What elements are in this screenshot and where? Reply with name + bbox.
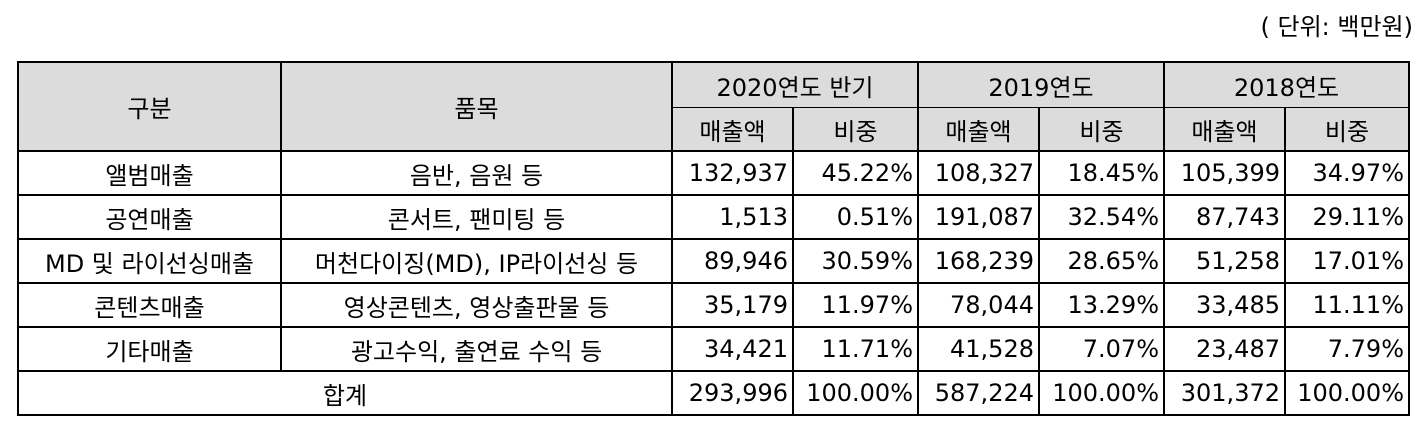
row-category: MD 및 라이선싱매출: [17, 238, 282, 284]
row-item: 영상콘텐츠, 영상출판물 등: [280, 282, 673, 328]
table-row: 콘텐츠매출 영상콘텐츠, 영상출판물 등 35,179 11.97% 78,04…: [17, 282, 1410, 328]
cell-ratio-2020h1: 45.22%: [792, 150, 919, 196]
cell-ratio-2019: 18.45%: [1038, 150, 1165, 196]
header-period-2018: 2018연도: [1163, 61, 1410, 108]
table-row: 공연매출 콘서트, 팬미팅 등 1,513 0.51% 191,087 32.5…: [17, 194, 1410, 240]
row-item: 음반, 음원 등: [280, 150, 673, 196]
cell-ratio-2020h1: 0.51%: [792, 194, 919, 240]
cell-ratio-2018: 17.01%: [1284, 238, 1410, 284]
cell-ratio-2019: 28.65%: [1038, 238, 1165, 284]
header-sales: 매출액: [1163, 107, 1286, 152]
header-item: 품목: [280, 61, 673, 152]
header-ratio: 비중: [1038, 107, 1165, 152]
cell-ratio-2018: 29.11%: [1284, 194, 1410, 240]
header-period-2020h1: 2020연도 반기: [671, 61, 919, 108]
cell-ratio-2019: 32.54%: [1038, 194, 1165, 240]
header-ratio: 비중: [1284, 107, 1410, 152]
header-sales: 매출액: [917, 107, 1040, 152]
cell-sales-2019: 191,087: [917, 194, 1040, 240]
header-period-2019: 2019연도: [917, 61, 1165, 108]
table-row: 기타매출 광고수익, 출연료 수익 등 34,421 11.71% 41,528…: [17, 326, 1410, 372]
cell-sales-2018: 33,485: [1163, 282, 1286, 328]
cell-ratio-2018: 34.97%: [1284, 150, 1410, 196]
row-item: 머천다이징(MD), IP라이선싱 등: [280, 238, 673, 284]
cell-sales-2020h1: 1,513: [671, 194, 794, 240]
total-sales-2018: 301,372: [1163, 370, 1286, 416]
header-ratio: 비중: [792, 107, 919, 152]
cell-sales-2019: 108,327: [917, 150, 1040, 196]
cell-ratio-2018: 11.11%: [1284, 282, 1410, 328]
total-ratio-2020h1: 100.00%: [792, 370, 919, 416]
cell-ratio-2019: 7.07%: [1038, 326, 1165, 372]
cell-ratio-2020h1: 30.59%: [792, 238, 919, 284]
row-category: 공연매출: [17, 194, 282, 240]
cell-sales-2018: 23,487: [1163, 326, 1286, 372]
total-sales-2019: 587,224: [917, 370, 1040, 416]
cell-sales-2020h1: 35,179: [671, 282, 794, 328]
cell-sales-2018: 87,743: [1163, 194, 1286, 240]
row-category: 콘텐츠매출: [17, 282, 282, 328]
table-body: 앨범매출 음반, 음원 등 132,937 45.22% 108,327 18.…: [17, 150, 1410, 416]
total-ratio-2018: 100.00%: [1284, 370, 1410, 416]
row-category: 앨범매출: [17, 150, 282, 196]
cell-sales-2018: 105,399: [1163, 150, 1286, 196]
cell-sales-2018: 51,258: [1163, 238, 1286, 284]
total-label: 합계: [17, 370, 673, 416]
table-row: 앨범매출 음반, 음원 등 132,937 45.22% 108,327 18.…: [17, 150, 1410, 196]
cell-sales-2020h1: 132,937: [671, 150, 794, 196]
row-item: 광고수익, 출연료 수익 등: [280, 326, 673, 372]
cell-sales-2020h1: 34,421: [671, 326, 794, 372]
cell-sales-2020h1: 89,946: [671, 238, 794, 284]
header-sales: 매출액: [671, 107, 794, 152]
cell-sales-2019: 41,528: [917, 326, 1040, 372]
sales-table: 구분 품목 2020연도 반기 2019연도 2018연도 매출액 비중 매출액…: [17, 61, 1410, 416]
row-item: 콘서트, 팬미팅 등: [280, 194, 673, 240]
table-row: MD 및 라이선싱매출 머천다이징(MD), IP라이선싱 등 89,946 3…: [17, 238, 1410, 284]
cell-ratio-2019: 13.29%: [1038, 282, 1165, 328]
cell-ratio-2020h1: 11.71%: [792, 326, 919, 372]
table-header: 구분 품목 2020연도 반기 2019연도 2018연도 매출액 비중 매출액…: [17, 61, 1410, 152]
cell-sales-2019: 168,239: [917, 238, 1040, 284]
header-category: 구분: [17, 61, 282, 152]
cell-ratio-2018: 7.79%: [1284, 326, 1410, 372]
total-row: 합계 293,996 100.00% 587,224 100.00% 301,3…: [17, 370, 1410, 416]
total-sales-2020h1: 293,996: [671, 370, 794, 416]
row-category: 기타매출: [17, 326, 282, 372]
cell-ratio-2020h1: 11.97%: [792, 282, 919, 328]
total-ratio-2019: 100.00%: [1038, 370, 1165, 416]
unit-note: ( 단위: 백만원): [1260, 13, 1413, 41]
cell-sales-2019: 78,044: [917, 282, 1040, 328]
